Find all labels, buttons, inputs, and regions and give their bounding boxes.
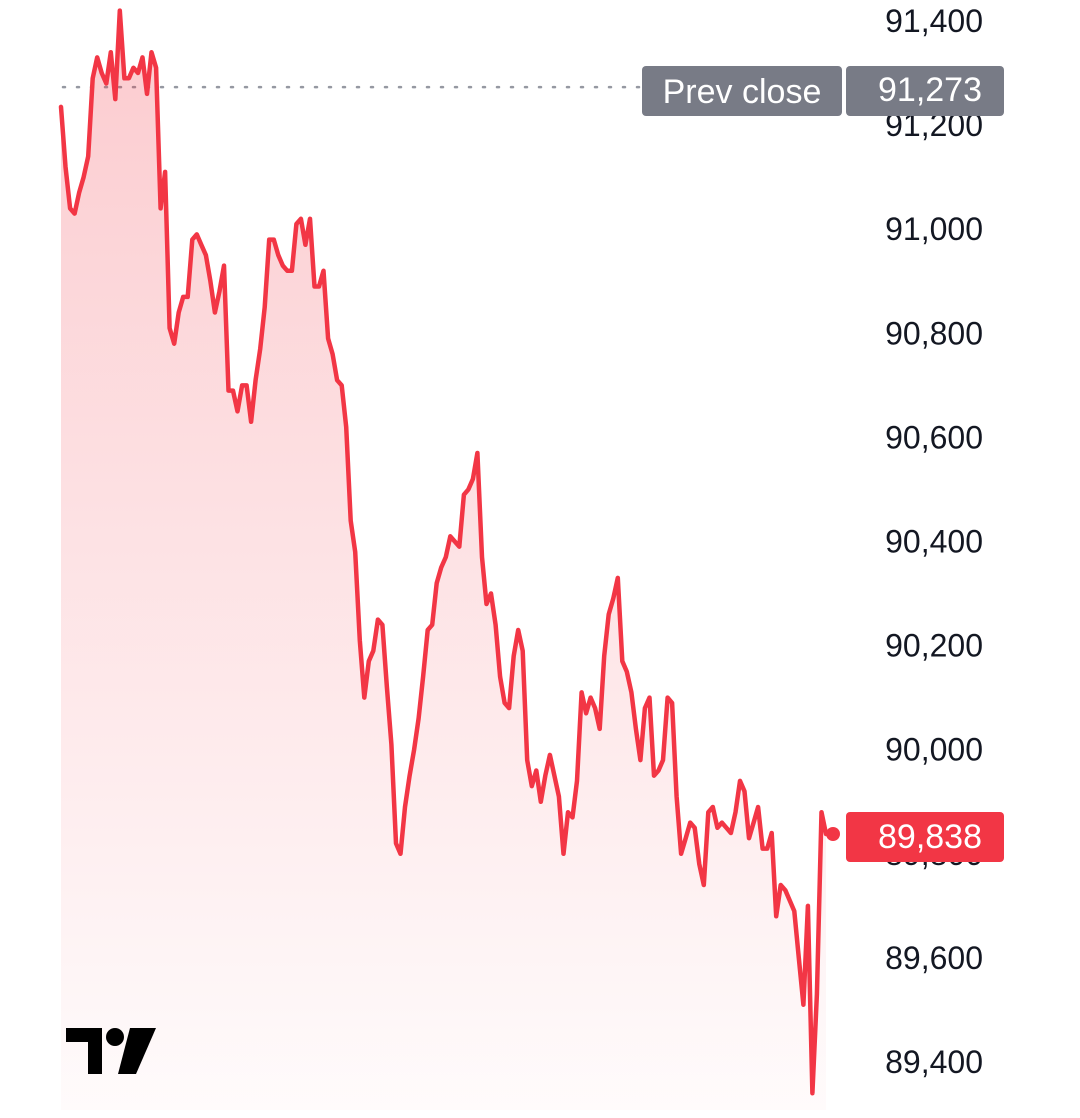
y-tick-label: 90,800 <box>885 315 983 351</box>
y-tick-label: 90,400 <box>885 524 983 560</box>
y-tick-label: 90,000 <box>885 732 983 768</box>
prev-close-label: Prev close <box>663 73 822 111</box>
tradingview-logo-icon <box>66 1028 156 1074</box>
y-tick-label: 90,600 <box>885 419 983 455</box>
prev-close-tag: Prev close 91,273 <box>642 66 1004 116</box>
prev-close-value-background <box>846 66 1004 116</box>
prev-close-label-background <box>642 66 842 116</box>
last-price-background <box>846 812 1004 862</box>
y-tick-label: 90,200 <box>885 628 983 664</box>
y-tick-label: 91,400 <box>885 3 983 39</box>
series-area-fill <box>61 10 826 1111</box>
series-line <box>58 8 829 1096</box>
last-price-value: 89,838 <box>878 818 982 856</box>
y-axis: 91,40091,20091,00090,80090,60090,40090,2… <box>885 3 983 1080</box>
y-tick-label: 89,600 <box>885 940 983 976</box>
prev-close-value: 91,273 <box>878 71 982 109</box>
y-tick-label: 89,400 <box>885 1044 983 1080</box>
last-price-tag: 89,838 <box>846 812 1004 862</box>
last-price-dot <box>826 827 840 841</box>
y-tick-label: 91,000 <box>885 211 983 247</box>
